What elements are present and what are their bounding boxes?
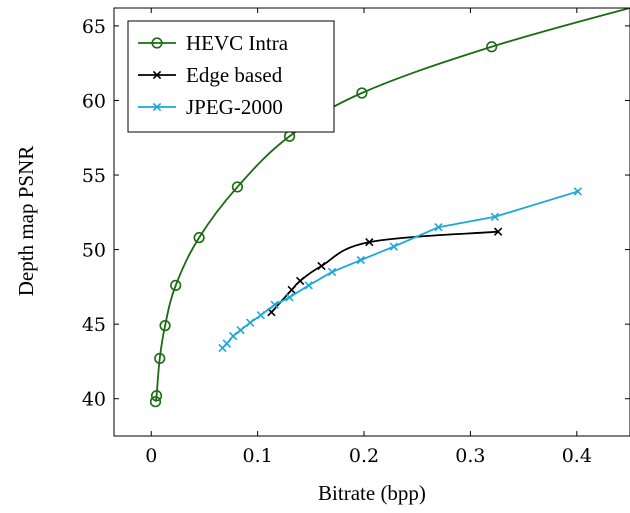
data-point-jpeg-2000 [327, 267, 337, 277]
plot-frame [113, 7, 630, 437]
data-point-edge-based [296, 276, 305, 286]
legend-box [127, 20, 335, 133]
data-point-jpeg-2000 [256, 311, 265, 320]
data-point-jpeg-2000 [236, 325, 245, 335]
data-point-edge-based [493, 227, 503, 236]
data-point-jpeg-2000 [222, 339, 231, 348]
data-point-jpeg-2000 [246, 318, 255, 327]
data-point-jpeg-2000 [573, 187, 583, 196]
data-point-jpeg-2000 [285, 293, 294, 302]
data-point-jpeg-2000 [434, 223, 443, 232]
y-tick-label: 65 [82, 16, 106, 38]
x-axis-label: Bitrate (bpp) [318, 481, 426, 505]
data-point-hevc-intra [356, 87, 368, 99]
data-point-jpeg-2000 [304, 281, 313, 290]
y-tick-label: 40 [82, 389, 106, 411]
legend-label-jpeg-2000: JPEG-2000 [186, 95, 283, 119]
legend: HEVC Intra Edge based JPEG-2000 [127, 20, 335, 133]
y-tick-label: 50 [82, 240, 106, 262]
data-point-hevc-intra [150, 390, 163, 402]
legend-label-hevc-intra: HEVC Intra [186, 31, 289, 55]
x-tick-label: 0.4 [562, 445, 592, 467]
x-tick-label: 0.1 [243, 445, 273, 467]
data-point-jpeg-2000 [490, 212, 500, 221]
legend-marker-jpeg-2000 [152, 102, 162, 112]
data-point-jpeg-2000 [270, 300, 279, 309]
data-point-hevc-intra [154, 352, 166, 365]
y-axis-label: Depth map PSNR [14, 146, 38, 297]
y-tick-label: 60 [82, 90, 106, 112]
series-line-jpeg-2000 [221, 190, 579, 349]
data-point-hevc-intra [231, 181, 244, 193]
y-tick-label: 55 [82, 165, 106, 187]
data-point-hevc-intra [170, 279, 182, 291]
data-point-hevc-intra [193, 232, 205, 244]
x-tick-label: 0.2 [349, 445, 379, 467]
data-point-edge-based [287, 285, 296, 295]
legend-marker-edge-based [152, 70, 162, 80]
x-tick-label: 0.3 [455, 445, 485, 467]
series-line-edge-based [270, 230, 499, 313]
legend-marker-hevc-intra [151, 37, 163, 49]
data-point-hevc-intra [159, 320, 171, 332]
data-point-edge-based [317, 261, 326, 271]
y-tick-label: 45 [82, 314, 106, 336]
data-point-jpeg-2000 [228, 331, 238, 341]
data-point-hevc-intra [486, 41, 498, 53]
legend-label-edge-based: Edge based [186, 63, 283, 87]
data-point-edge-based [365, 237, 374, 247]
data-point-hevc-intra [149, 396, 162, 408]
data-point-jpeg-2000 [356, 255, 365, 265]
data-point-jpeg-2000 [389, 242, 398, 251]
axes: 0 0.1 0.2 0.3 0.4 40 45 50 55 60 65 [82, 7, 630, 467]
x-tick-label: 0 [145, 445, 157, 467]
series-line-hevc-intra [154, 8, 630, 403]
